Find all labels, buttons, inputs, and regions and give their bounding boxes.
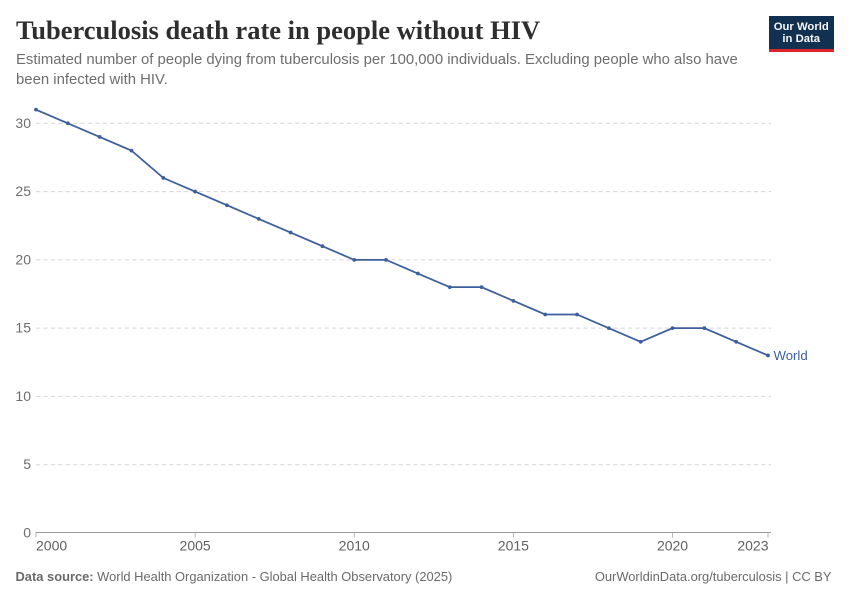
svg-text:2005: 2005 — [180, 538, 211, 554]
svg-text:2000: 2000 — [36, 538, 67, 554]
svg-text:World: World — [774, 348, 808, 363]
svg-text:15: 15 — [15, 320, 31, 336]
svg-text:20: 20 — [15, 251, 31, 267]
svg-text:0: 0 — [23, 525, 31, 541]
svg-text:2023: 2023 — [737, 538, 768, 554]
svg-text:2020: 2020 — [657, 538, 688, 554]
svg-text:5: 5 — [23, 456, 31, 472]
svg-text:2015: 2015 — [498, 538, 529, 554]
svg-text:30: 30 — [15, 115, 31, 131]
svg-text:2010: 2010 — [339, 538, 370, 554]
svg-text:10: 10 — [15, 388, 31, 404]
svg-text:25: 25 — [15, 183, 31, 199]
